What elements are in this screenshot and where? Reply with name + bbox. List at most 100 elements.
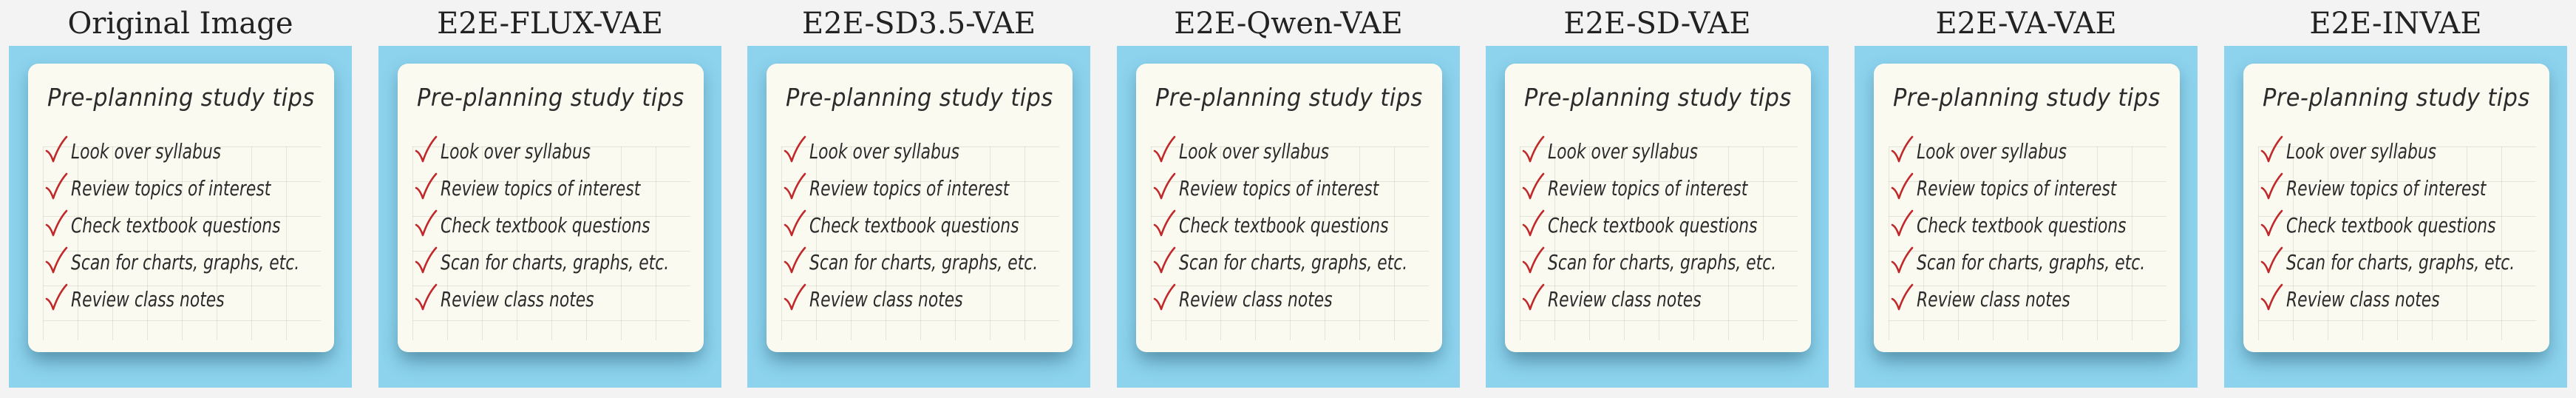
note-card: Pre-planning study tips Look over syllabu… [1505,64,1811,352]
panel-title: E2E-SD3.5-VAE [801,7,1036,41]
tip-text: Scan for charts, graphs, etc. [809,250,1039,274]
tip-item: Scan for charts, graphs, etc. [414,244,695,281]
check-mark-icon [2260,135,2283,164]
check-mark-icon [1152,246,1176,275]
tip-text: Look over syllabus [809,139,960,163]
panel-image: Pre-planning study tips Look over syllabu… [747,46,1090,388]
note-grid [412,146,690,340]
check-mark-icon [44,135,68,164]
tip-text: Look over syllabus [1917,139,2067,163]
check-mark-icon [2260,283,2283,312]
tip-item: Look over syllabus [1521,133,1802,170]
note-card: Pre-planning study tips Look over syllabu… [2243,64,2549,352]
tip-text: Review topics of interest [809,176,1010,200]
note-title: Pre-planning study tips [786,83,1053,112]
tip-text: Look over syllabus [71,139,222,163]
panel: E2E-Qwen-VAE Pre-planning study tips Look … [1117,0,1460,398]
tip-item: Review class notes [783,281,1064,318]
panel: E2E-INVAE Pre-planning study tips Look ove… [2224,0,2567,398]
tip-text: Review topics of interest [2286,176,2487,200]
check-mark-icon [1890,209,1914,238]
tip-text: Scan for charts, graphs, etc. [1917,250,2146,274]
tip-item: Look over syllabus [1152,133,1433,170]
check-mark-icon [783,283,806,312]
panel-title: E2E-FLUX-VAE [437,7,663,41]
check-mark-icon [783,135,806,164]
check-mark-icon [1890,283,1914,312]
tip-item: Review topics of interest [414,170,695,207]
tip-text: Scan for charts, graphs, etc. [441,250,670,274]
tip-text: Review class notes [1917,287,2070,311]
tip-item: Scan for charts, graphs, etc. [44,244,325,281]
check-mark-icon [2260,246,2283,275]
tip-item: Check textbook questions [1521,207,1802,244]
note-grid [43,146,321,340]
check-mark-icon [414,209,438,238]
check-mark-icon [1521,209,1545,238]
tip-text: Review class notes [1179,287,1333,311]
tip-item: Check textbook questions [2260,207,2541,244]
tip-item: Review class notes [414,281,695,318]
panel-title: E2E-Qwen-VAE [1174,7,1403,41]
check-mark-icon [44,283,68,312]
panel: E2E-FLUX-VAE Pre-planning study tips Look … [378,0,721,398]
check-mark-icon [44,209,68,238]
check-mark-icon [2260,209,2283,238]
tip-item: Scan for charts, graphs, etc. [1890,244,2171,281]
tip-text: Scan for charts, graphs, etc. [2286,250,2515,274]
note-grid [1151,146,1429,340]
panel-title: E2E-INVAE [2309,7,2482,41]
tip-item: Scan for charts, graphs, etc. [783,244,1064,281]
tip-text: Check textbook questions [2286,213,2496,237]
tip-item: Review class notes [2260,281,2541,318]
panel-title: E2E-VA-VAE [1935,7,2117,41]
tip-item: Review topics of interest [44,170,325,207]
note-title: Pre-planning study tips [2263,83,2530,112]
panel: E2E-VA-VAE Pre-planning study tips Look ov… [1855,0,2198,398]
tip-item: Look over syllabus [44,133,325,170]
tip-item: Review topics of interest [1521,170,1802,207]
tip-text: Look over syllabus [1548,139,1699,163]
check-mark-icon [783,172,806,201]
tip-text: Scan for charts, graphs, etc. [1179,250,1408,274]
note-title: Pre-planning study tips [1155,83,1423,112]
tip-text: Check textbook questions [1179,213,1389,237]
tip-item: Scan for charts, graphs, etc. [1521,244,1802,281]
tip-text: Scan for charts, graphs, etc. [71,250,300,274]
note-grid [781,146,1059,340]
tip-text: Review class notes [1548,287,1702,311]
tip-text: Review topics of interest [1917,176,2117,200]
tip-text: Check textbook questions [1548,213,1758,237]
tip-item: Check textbook questions [783,207,1064,244]
tip-item: Review class notes [1890,281,2171,318]
check-mark-icon [1521,246,1545,275]
tip-text: Look over syllabus [2286,139,2437,163]
check-mark-icon [783,209,806,238]
panel-image: Pre-planning study tips Look over syllabu… [1486,46,1829,388]
check-mark-icon [44,246,68,275]
panel: E2E-SD-VAE Pre-planning study tips Look ov… [1486,0,1829,398]
panel-image: Pre-planning study tips Look over syllabu… [9,46,352,388]
check-mark-icon [2260,172,2283,201]
tip-item: Check textbook questions [44,207,325,244]
check-mark-icon [1521,135,1545,164]
note-title: Pre-planning study tips [417,83,684,112]
tip-item: Review class notes [1521,281,1802,318]
check-mark-icon [1152,209,1176,238]
tip-item: Look over syllabus [2260,133,2541,170]
panel: E2E-SD3.5-VAE Pre-planning study tips Look… [747,0,1090,398]
panel-image: Pre-planning study tips Look over syllabu… [2224,46,2567,388]
check-mark-icon [783,246,806,275]
panel-title: Original Image [67,7,293,41]
tip-text: Review topics of interest [1548,176,1748,200]
tip-text: Review topics of interest [1179,176,1379,200]
tip-item: Review topics of interest [1890,170,2171,207]
check-mark-icon [414,283,438,312]
note-grid [2258,146,2536,340]
check-mark-icon [1521,283,1545,312]
tip-item: Review class notes [1152,281,1433,318]
tip-text: Review class notes [2286,287,2440,311]
tip-item: Review topics of interest [2260,170,2541,207]
note-title: Pre-planning study tips [1524,83,1792,112]
